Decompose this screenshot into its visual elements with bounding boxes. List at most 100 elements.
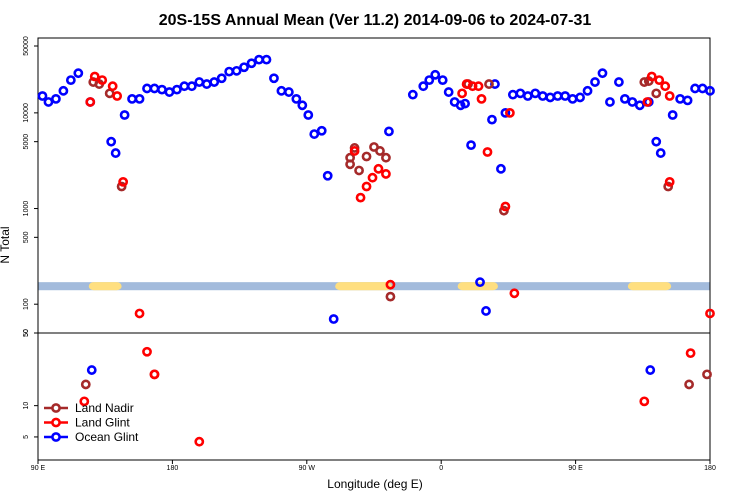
legend-marker — [51, 403, 61, 413]
y-tick-label: 10000 — [23, 103, 30, 123]
data-point — [500, 107, 511, 118]
data-point — [110, 148, 121, 158]
data-point — [367, 172, 378, 183]
data-point — [375, 146, 385, 156]
data-point — [316, 125, 327, 136]
data-point — [297, 100, 308, 111]
data-point — [507, 89, 518, 100]
data-point — [216, 73, 227, 84]
data-point — [384, 126, 394, 137]
data-point — [664, 176, 675, 187]
y-tick-label: 500 — [23, 231, 30, 243]
data-point — [530, 88, 541, 99]
data-point — [246, 58, 257, 69]
data-point — [522, 91, 533, 101]
data-point — [164, 87, 175, 97]
data-point — [504, 107, 515, 118]
legend-label: Land Nadir — [75, 401, 134, 415]
data-point — [171, 84, 182, 95]
data-point — [186, 81, 197, 92]
data-point — [457, 88, 468, 99]
data-point — [283, 87, 294, 97]
x-tick-label: 180 — [167, 465, 179, 472]
data-point — [142, 346, 152, 357]
data-point — [194, 77, 205, 87]
data-point — [430, 69, 441, 80]
data-point — [37, 91, 48, 101]
data-point — [424, 75, 435, 86]
data-point — [116, 181, 127, 192]
data-point — [705, 308, 715, 319]
data-point — [65, 75, 76, 86]
y-tick-label: 50 — [23, 329, 30, 337]
data-point — [58, 85, 69, 96]
data-point — [702, 369, 712, 380]
axis-ticks: 90 E 180 90 W 0 90 E 180 50000 10000 5000 1000 500… — [23, 36, 716, 472]
data-point — [157, 84, 167, 95]
data-point — [639, 396, 650, 407]
data-point — [627, 97, 638, 107]
y-tick-label: 10 — [23, 402, 30, 410]
y-tick-label: 5 — [23, 435, 30, 439]
data-point — [575, 92, 585, 103]
data-point — [86, 365, 97, 375]
data-point — [328, 314, 339, 324]
data-point — [697, 83, 708, 94]
land-segment — [627, 282, 672, 291]
data-point — [545, 92, 556, 103]
data-point — [385, 291, 396, 302]
data-point — [639, 77, 650, 87]
data-point — [473, 81, 484, 92]
data-point — [685, 348, 696, 359]
data-point — [552, 91, 563, 101]
data-point — [642, 97, 653, 107]
data-point — [355, 192, 366, 203]
data-point — [127, 93, 137, 104]
data-point — [664, 91, 675, 101]
y-tick-label: 5000 — [23, 134, 30, 150]
data-point — [209, 77, 220, 87]
data-point — [418, 81, 429, 92]
data-point — [119, 110, 130, 120]
data-point — [705, 85, 715, 96]
data-point — [651, 88, 662, 99]
y-tick-label: 50 — [23, 329, 30, 337]
data-point — [89, 71, 100, 82]
data-point — [460, 98, 470, 109]
data-point — [660, 81, 671, 92]
data-point — [85, 97, 96, 107]
data-point — [675, 93, 686, 104]
data-point — [487, 114, 497, 125]
data-point — [134, 308, 145, 319]
data-point — [476, 93, 487, 104]
x-tick-label: 180 — [704, 465, 716, 472]
data-point — [443, 87, 454, 97]
data-point — [322, 170, 333, 181]
x-tick-label: 90 E — [31, 465, 46, 472]
data-point — [73, 68, 84, 79]
data-point — [381, 169, 391, 179]
x-axis-label: Longitude (deg E) — [327, 477, 422, 491]
data-point — [149, 83, 160, 94]
y-tick-label: 50000 — [23, 36, 30, 56]
data-point — [663, 181, 674, 192]
data-point — [500, 201, 511, 212]
data-point — [118, 176, 129, 187]
land-segment — [335, 282, 392, 291]
data-point — [80, 379, 91, 390]
chart-title: 20S-15S Annual Mean (Ver 11.2) 2014-09-0… — [159, 12, 592, 29]
data-point — [179, 81, 190, 92]
data-point — [97, 75, 108, 86]
data-point — [619, 93, 630, 104]
data-point — [645, 365, 656, 375]
data-point — [107, 81, 118, 92]
data-point — [605, 97, 615, 107]
land-sea-band — [38, 282, 710, 291]
data-point — [309, 129, 320, 139]
x-tick-label: 90 W — [299, 465, 316, 472]
x-tick-label: 90 E — [568, 465, 583, 472]
data-point — [291, 93, 302, 104]
data-point — [106, 136, 117, 147]
